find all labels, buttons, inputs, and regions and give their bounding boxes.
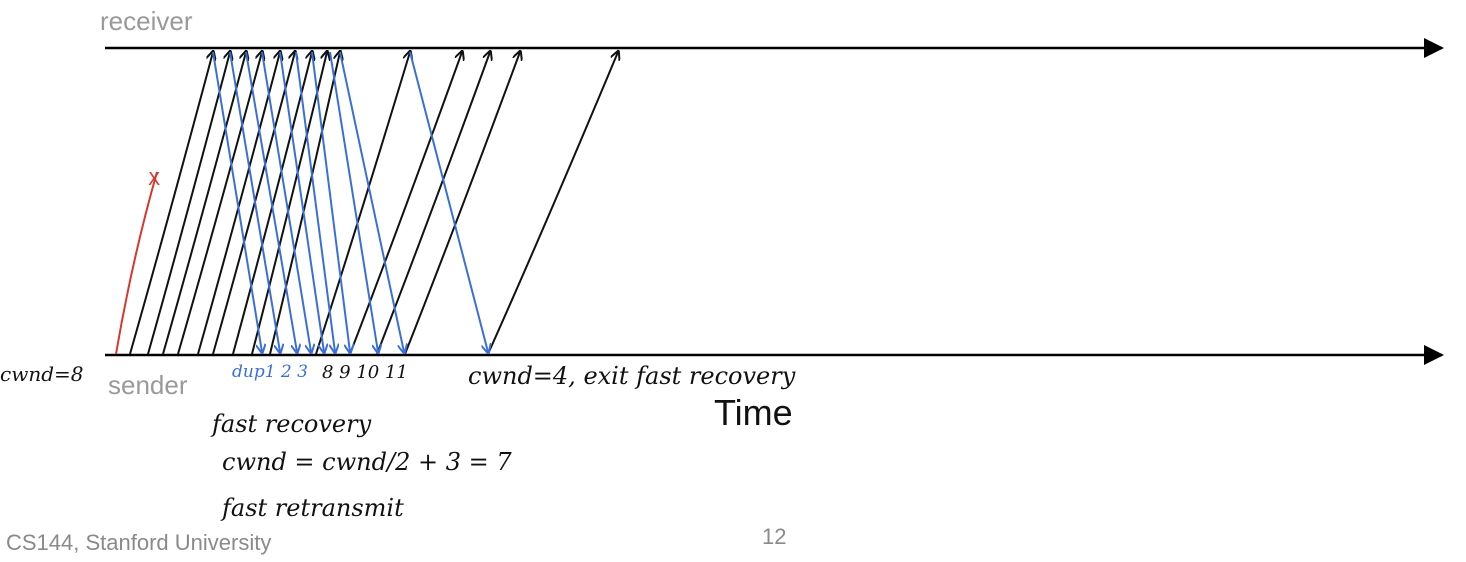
slide-footer: CS144, Stanford University (6, 530, 272, 555)
ack-arrow (212, 51, 262, 352)
sender-label: sender (108, 370, 188, 400)
data-segment-arrow (315, 52, 410, 355)
data-segment-arrow (349, 52, 462, 355)
ack-arrow (229, 51, 280, 352)
data-segment-arrow (404, 52, 520, 355)
ack-arrow (329, 51, 378, 352)
ack-arrow (409, 51, 488, 352)
data-segments (129, 52, 618, 355)
data-segment-arrow (129, 52, 213, 355)
ack-arrow (279, 51, 324, 352)
time-axis-label: Time (714, 392, 793, 433)
data-segment-arrow (212, 52, 295, 355)
data-segment-arrow (197, 52, 280, 355)
ack-arrow (261, 51, 311, 352)
cwnd-start-annotation: cwnd=8 (0, 362, 84, 386)
data-segment-arrow (376, 52, 490, 355)
fast-retransmit-annotation: fast retransmit (222, 494, 404, 522)
data-segment-arrow (177, 52, 262, 355)
data-segment-arrow (487, 52, 618, 355)
data-segment-arrow (147, 52, 230, 355)
dupack-annotation: dup1 2 3 (232, 362, 308, 382)
ack-arrow (245, 51, 297, 352)
ack-arrow (339, 51, 404, 352)
data-segment-arrow (162, 52, 246, 355)
cwnd-formula-annotation: cwnd = cwnd/2 + 3 = 7 (222, 448, 512, 476)
page-number: 12 (762, 524, 787, 549)
receiver-label: receiver (100, 6, 193, 36)
ack-arrow (311, 51, 350, 352)
sent-numbers-annotation: 8 9 10 11 (322, 362, 408, 383)
lost-segment-arrow (115, 171, 158, 355)
ack-segments (212, 51, 488, 352)
fast-recovery-annotation: fast recovery (212, 410, 372, 438)
ack-arrow (295, 51, 335, 352)
lost-segment-x-mark: X (148, 169, 160, 190)
cwnd-exit-annotation: cwnd=4, exit fast recovery (468, 362, 796, 390)
